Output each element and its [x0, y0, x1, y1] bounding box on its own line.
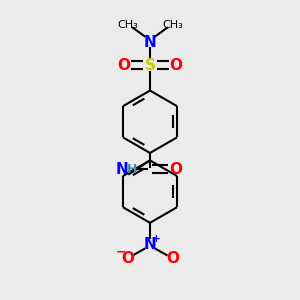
Text: O: O [169, 162, 182, 177]
Text: S: S [145, 58, 155, 73]
Text: O: O [166, 251, 179, 266]
Text: H: H [127, 163, 137, 176]
Text: CH₃: CH₃ [162, 20, 183, 30]
Text: −: − [116, 245, 126, 258]
Text: N: N [116, 162, 128, 177]
Text: O: O [117, 58, 130, 73]
Text: +: + [152, 234, 161, 244]
Text: N: N [144, 34, 156, 50]
Text: O: O [170, 58, 183, 73]
Text: O: O [121, 251, 134, 266]
Text: CH₃: CH₃ [117, 20, 138, 30]
Text: N: N [144, 237, 156, 252]
